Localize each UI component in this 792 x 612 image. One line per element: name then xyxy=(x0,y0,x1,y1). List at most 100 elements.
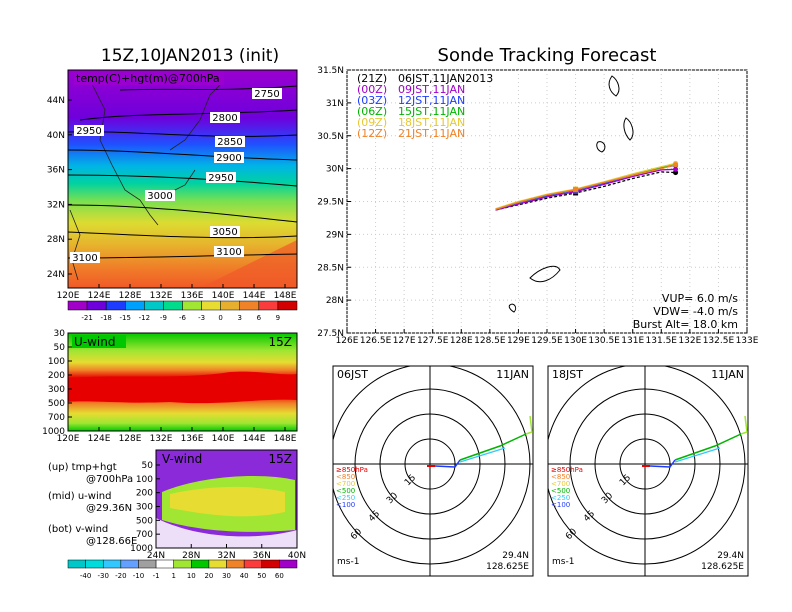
hodo-level-label: <500 xyxy=(551,487,570,495)
colorbar-swatch xyxy=(102,559,122,569)
colorbar-label: 1 xyxy=(171,572,175,580)
axis-tick-label: 40N xyxy=(288,551,306,561)
axis-tick-label: 40N xyxy=(47,131,65,141)
vwind-p-ticks: 50 100 200 300 500 700 1000 xyxy=(130,461,160,554)
axis-tick-label: 1000 xyxy=(42,427,65,437)
axis-tick-label: 132E xyxy=(678,336,701,346)
axis-tick-label: 32N xyxy=(47,200,65,210)
axis-tick-label: 31.5N xyxy=(317,66,344,76)
colorbar-swatch xyxy=(243,559,263,569)
legend-code: (00Z) xyxy=(357,83,387,96)
colorbar-swatch xyxy=(67,300,88,311)
vwind-panel: V-wind 15Z 50 100 200 300 500 700 1000 24N 28N 3… xyxy=(130,449,306,561)
hodo-level-label: <850 xyxy=(551,473,570,481)
hodo-trace xyxy=(649,459,676,468)
axis-tick-label: 29.5N xyxy=(317,198,344,208)
hodo-trace xyxy=(674,447,721,463)
vwind-low xyxy=(156,518,297,548)
note-bot-sub: @128.66E xyxy=(86,536,137,547)
hodo-date: 11JAN xyxy=(711,368,744,381)
axis-tick-label: 129E xyxy=(507,336,530,346)
axis-tick-label: 126E xyxy=(336,336,359,346)
hodo-trace xyxy=(525,415,533,435)
axis-tick-label: 148E xyxy=(274,434,297,444)
hodo-date: 11JAN xyxy=(496,368,529,381)
axis-tick-label: 100 xyxy=(136,475,153,485)
colorbar-label: 60 xyxy=(275,572,284,580)
hodo-lat: 29.4N xyxy=(502,551,529,561)
axis-tick-label: 136E xyxy=(181,434,204,444)
note-bot: (bot) v-wind xyxy=(48,524,108,535)
vwind-label: V-wind xyxy=(162,452,202,466)
axis-tick-label: 50 xyxy=(54,343,66,353)
uwind-time: 15Z xyxy=(269,335,293,349)
axis-tick-label: 36N xyxy=(253,551,271,561)
wind-colorbar: -40 -30 -20 -10 -1 1 10 20 30 40 50 60 xyxy=(67,559,298,580)
axis-tick-label: 136E xyxy=(181,291,204,301)
axis-tick-label: 28N xyxy=(326,296,344,306)
track-legend: (21Z) 06JST,11JAN2013 (00Z) 09JST,11JAN (03Z… xyxy=(357,72,493,140)
hodo-trace xyxy=(459,447,506,463)
axis-tick-label: 126.5E xyxy=(360,336,392,346)
hodo-time: 06JST xyxy=(337,368,368,381)
legend-text: 06JST,11JAN2013 xyxy=(398,72,493,85)
left-panel-title: 15Z,10JAN2013 (init) xyxy=(101,46,279,66)
hodo-level-label: ≥850hPa xyxy=(551,466,583,474)
vwind-label-bg xyxy=(160,452,212,465)
axis-tick-label: 700 xyxy=(136,530,153,540)
hodo-level-label: ≥850hPa xyxy=(336,466,368,474)
track-end-point xyxy=(673,162,679,168)
contour-label: 2900 xyxy=(216,153,241,164)
colorbar-label: 50 xyxy=(257,572,266,580)
colorbar-swatch xyxy=(220,300,241,311)
contour-line xyxy=(67,204,298,223)
colorbar-swatch xyxy=(138,559,157,569)
hodo-level-label: <100 xyxy=(551,501,570,509)
uwind-p-ticks: 30 50 100 200 300 500 700 1000 xyxy=(42,329,72,437)
colorbar-label: -40 xyxy=(80,572,91,580)
axis-tick-label: 127E xyxy=(393,336,416,346)
hodo-lon: 128.625E xyxy=(486,562,529,572)
island xyxy=(608,75,620,97)
axis-tick-label: 500 xyxy=(136,516,153,526)
axis-tick-label: 128.5E xyxy=(474,336,506,346)
track-lines xyxy=(495,160,679,211)
axis-tick-label: 44N xyxy=(47,96,65,106)
hodo-level-label: <850 xyxy=(336,473,355,481)
axis-tick-label: 300 xyxy=(48,385,65,395)
hodo-level-label: <700 xyxy=(551,480,570,488)
temp-warm-region xyxy=(200,240,297,288)
axis-tick-label: 24N xyxy=(147,551,165,561)
contour-label: 3000 xyxy=(147,191,172,202)
uwind-lon-ticks: 120E 124E 128E 132E 136E 140E 144E 148E xyxy=(57,427,297,444)
hodo-trace xyxy=(434,459,461,468)
hodo-rings xyxy=(548,366,748,576)
colorbar-label: 40 xyxy=(240,572,249,580)
vwind-time: 15Z xyxy=(269,452,293,466)
axis-tick-label: 28.5N xyxy=(317,263,344,273)
colorbar-label: -10 xyxy=(133,572,144,580)
hodo-level-label: <500 xyxy=(336,487,355,495)
colorbar-label: 9 xyxy=(276,314,280,322)
param-vdw: VDW= -4.0 m/s xyxy=(653,305,738,318)
temp-map-fill xyxy=(68,70,297,288)
axis-tick-label: 32N xyxy=(217,551,235,561)
hodo-trace xyxy=(674,433,742,461)
colorbar-swatch xyxy=(182,300,202,311)
note-mid: (mid) u-wind xyxy=(48,491,111,502)
axis-tick-label: 500 xyxy=(48,399,65,409)
colorbar-swatch xyxy=(105,300,126,311)
axis-tick-label: 120E xyxy=(57,291,80,301)
hodo-level-label: <700 xyxy=(336,480,355,488)
contour-label: 3050 xyxy=(212,227,237,238)
contour-label: 3100 xyxy=(216,247,241,258)
param-burst: Burst Alt= 18.0 km xyxy=(633,318,738,331)
colorbar-label: -21 xyxy=(81,314,92,322)
colorbar-label: -20 xyxy=(115,572,126,580)
track-series xyxy=(495,168,676,211)
hodo-trace xyxy=(740,415,748,435)
hodo-lon: 128.625E xyxy=(701,562,744,572)
contour-line xyxy=(79,109,298,121)
vwind-inner xyxy=(170,486,285,517)
colorbar-label: -30 xyxy=(98,572,109,580)
